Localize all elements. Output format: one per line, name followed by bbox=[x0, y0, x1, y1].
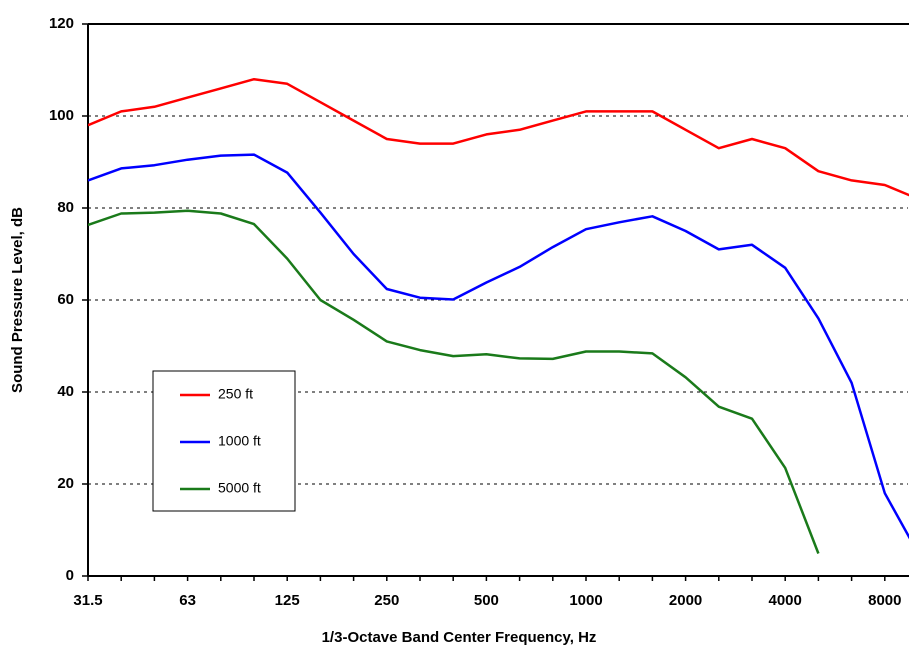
y-tick-label: 60 bbox=[57, 291, 74, 308]
x-tick-label: 2000 bbox=[669, 592, 702, 609]
y-tick-label: 20 bbox=[57, 475, 74, 492]
x-tick-label: 500 bbox=[474, 592, 499, 609]
legend-label: 5000 ft bbox=[218, 480, 261, 496]
series-line bbox=[88, 153, 909, 540]
legend-label: 250 ft bbox=[218, 386, 253, 402]
y-tick-label: 0 bbox=[66, 567, 74, 584]
x-tick-label: 250 bbox=[374, 592, 399, 609]
legend-label: 1000 ft bbox=[218, 433, 261, 449]
y-axis-title: Sound Pressure Level, dB bbox=[9, 207, 26, 393]
x-axis-title: 1/3-Octave Band Center Frequency, Hz bbox=[322, 629, 597, 646]
x-tick-label: 1000 bbox=[569, 592, 602, 609]
x-tick-label: 4000 bbox=[769, 592, 802, 609]
x-tick-label: 63 bbox=[179, 592, 196, 609]
legend: 250 ft 1000 ft 5000 ft bbox=[152, 370, 296, 512]
legend-box bbox=[152, 370, 296, 512]
x-tick-label: 125 bbox=[275, 592, 300, 609]
x-tick-label: 8000 bbox=[868, 592, 901, 609]
y-tick-label: 40 bbox=[57, 383, 74, 400]
x-tick-label: 31.5 bbox=[73, 592, 102, 609]
y-tick-label: 100 bbox=[49, 107, 74, 124]
series-line bbox=[88, 209, 820, 554]
series-line bbox=[88, 77, 909, 197]
y-tick-label: 80 bbox=[57, 199, 74, 216]
y-tick-label: 120 bbox=[49, 15, 74, 32]
plot-area bbox=[88, 77, 909, 554]
